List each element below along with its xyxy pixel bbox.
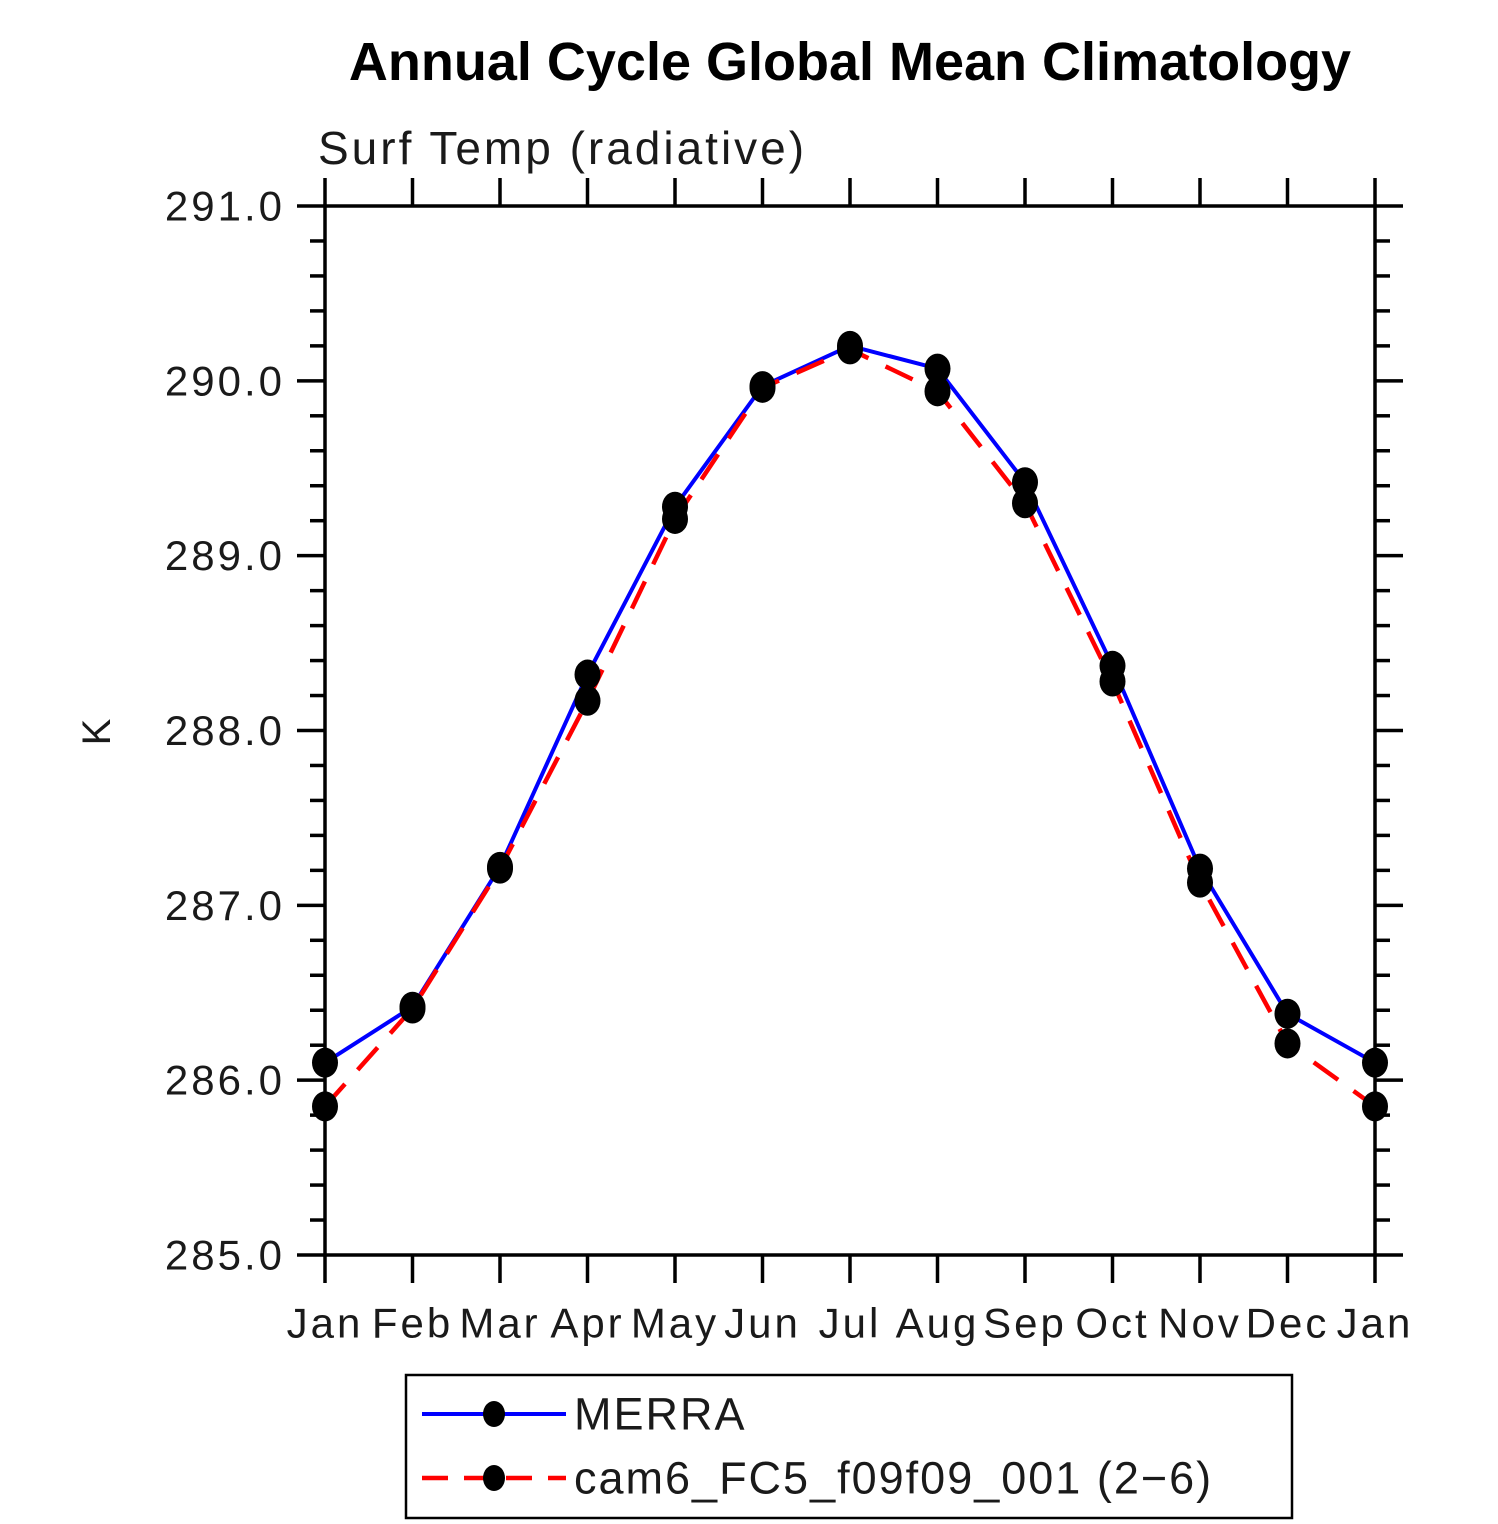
y-axis-tick-label: 291.0: [165, 183, 285, 230]
x-axis-tick-label: Nov: [1158, 1300, 1242, 1347]
x-axis-tick-label: Jun: [724, 1300, 801, 1347]
data-point-marker: [312, 1091, 338, 1122]
data-point-marker: [1362, 1091, 1388, 1122]
x-axis-tick-label: Jul: [819, 1300, 882, 1347]
data-point-marker: [749, 372, 776, 403]
y-axis-tick-label: 290.0: [165, 357, 285, 404]
series-line-merra: [323, 343, 1376, 1065]
chart-title: Annual Cycle Global Mean Climatology: [349, 32, 1351, 92]
y-axis-tick-label: 286.0: [165, 1057, 285, 1104]
data-point-marker: [837, 334, 863, 365]
y-axis-unit-label: K: [75, 717, 119, 746]
data-point-marker: [487, 853, 513, 884]
data-point-marker: [1362, 1047, 1388, 1078]
data-point-marker: [312, 1047, 338, 1078]
legend-marker: [483, 1401, 505, 1427]
legend: MERRA cam6_FC5_f09f09_001 (2−6): [404, 1373, 1294, 1520]
data-point-marker: [574, 685, 601, 716]
legend-box: [404, 1373, 1294, 1520]
data-point-marker: [1012, 467, 1038, 498]
data-point-marker: [1187, 867, 1213, 898]
x-axis-tick-label: Aug: [896, 1300, 980, 1347]
legend-label: MERRA: [574, 1389, 747, 1440]
y-axis-tick-label: 287.0: [165, 882, 285, 929]
data-point-marker: [1274, 1028, 1301, 1059]
legend-marker: [483, 1465, 505, 1491]
x-axis-tick-label: Jan: [1337, 1300, 1414, 1347]
x-axis-tick-label: Oct: [1075, 1300, 1149, 1347]
data-point-marker: [1012, 488, 1038, 519]
series-line-cam6: [323, 346, 1377, 1109]
x-axis-tick-label: Sep: [983, 1300, 1067, 1347]
x-axis-tick-label: Mar: [459, 1300, 540, 1347]
data-point-marker: [574, 659, 601, 690]
x-axis-tick-label: Feb: [372, 1300, 453, 1347]
y-axis-tick-label: 288.0: [165, 707, 285, 754]
data-point-marker: [924, 376, 951, 407]
data-point-marker: [924, 353, 951, 384]
x-axis-tick-label: May: [631, 1300, 719, 1347]
chart-subtitle: Surf Temp (radiative): [318, 122, 807, 174]
x-axis-tick-label: Dec: [1246, 1300, 1330, 1347]
data-point-marker: [1274, 998, 1301, 1029]
data-point-marker: [662, 503, 688, 534]
legend-label: cam6_FC5_f09f09_001 (2−6): [574, 1453, 1213, 1504]
x-axis-tick-label: Jan: [287, 1300, 364, 1347]
data-point-marker: [1099, 666, 1126, 697]
y-axis-tick-label: 285.0: [165, 1232, 285, 1279]
data-point-marker: [399, 993, 426, 1024]
y-axis-tick-label: 289.0: [165, 532, 285, 579]
x-axis-tick-label: Apr: [550, 1300, 624, 1347]
